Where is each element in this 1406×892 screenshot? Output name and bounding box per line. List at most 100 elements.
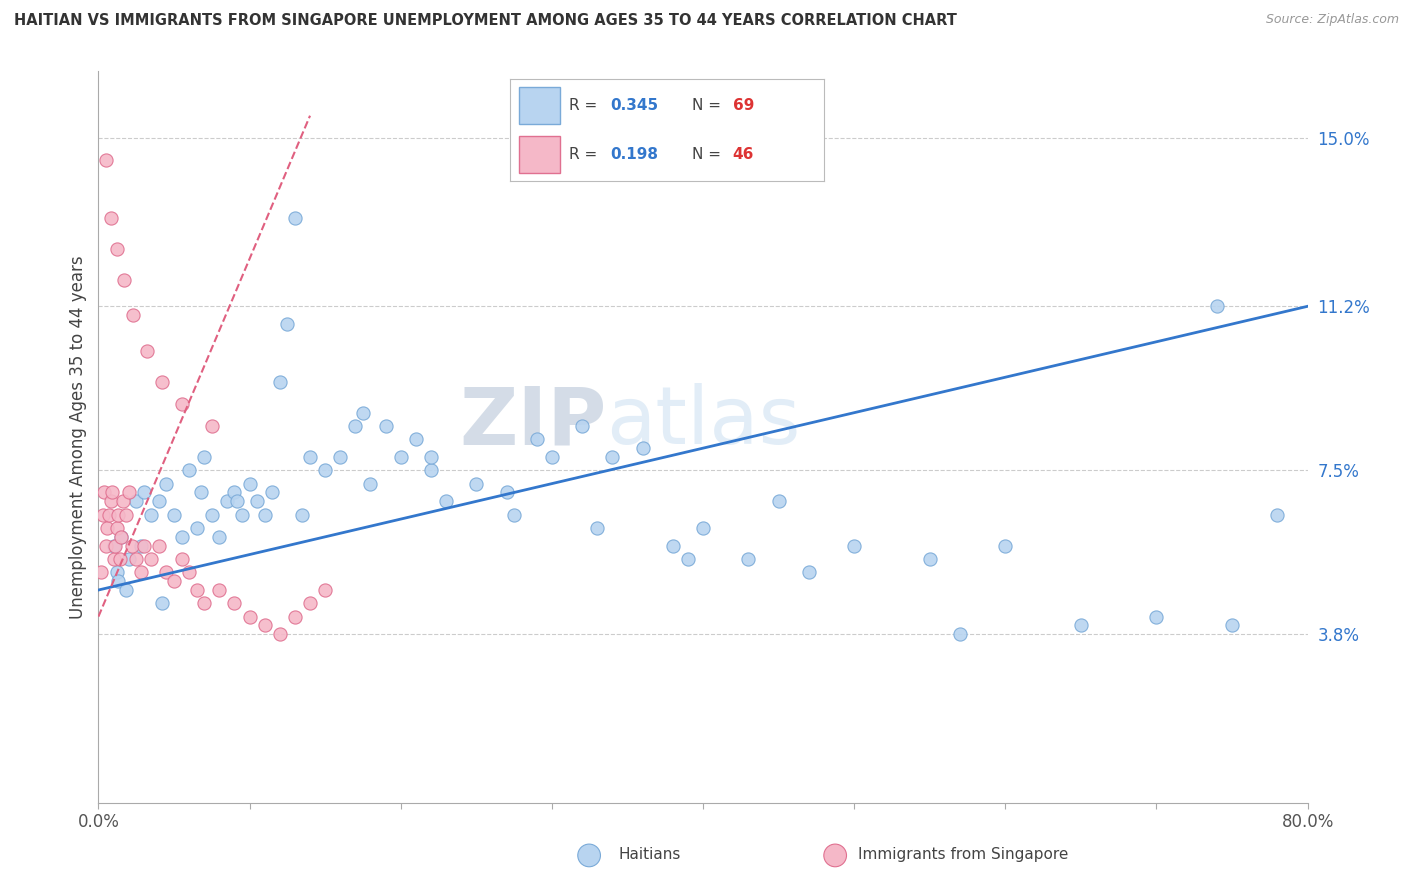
Point	[103, 539, 125, 553]
Point	[374, 419, 396, 434]
Point	[96, 521, 118, 535]
Point	[405, 432, 427, 446]
Point	[1206, 299, 1229, 313]
Point	[465, 476, 488, 491]
Point	[129, 566, 152, 580]
Point	[284, 609, 307, 624]
Point	[1267, 508, 1289, 522]
Point	[148, 539, 170, 553]
Point	[692, 521, 714, 535]
Point	[208, 582, 231, 597]
Point	[224, 596, 246, 610]
Point	[1070, 618, 1092, 632]
Point	[111, 494, 134, 508]
Point	[163, 574, 186, 589]
Point	[107, 574, 129, 589]
Point	[262, 485, 284, 500]
Point	[179, 463, 201, 477]
Point	[224, 485, 246, 500]
Point	[329, 450, 352, 464]
Point	[994, 539, 1017, 553]
Point	[586, 521, 609, 535]
Point	[94, 539, 117, 553]
Point	[314, 463, 336, 477]
Point	[918, 552, 941, 566]
Circle shape	[824, 844, 846, 867]
Point	[108, 552, 131, 566]
Point	[1220, 618, 1243, 632]
Point	[163, 508, 186, 522]
Point	[135, 343, 157, 358]
Point	[949, 627, 972, 641]
Point	[269, 375, 291, 389]
Point	[90, 566, 112, 580]
Point	[150, 596, 173, 610]
Point	[107, 508, 129, 522]
Text: Source: ZipAtlas.com: Source: ZipAtlas.com	[1265, 13, 1399, 27]
Point	[526, 432, 548, 446]
Point	[540, 450, 562, 464]
Point	[105, 566, 128, 580]
Point	[91, 508, 114, 522]
Point	[661, 539, 683, 553]
Point	[389, 450, 412, 464]
Point	[299, 450, 322, 464]
Point	[105, 242, 128, 256]
Point	[291, 508, 314, 522]
Point	[503, 508, 526, 522]
Point	[100, 494, 122, 508]
Point	[768, 494, 790, 508]
Point	[246, 494, 269, 508]
Point	[360, 476, 382, 491]
Point	[231, 508, 253, 522]
Point	[132, 539, 155, 553]
Point	[150, 375, 173, 389]
Point	[170, 552, 193, 566]
Point	[125, 494, 148, 508]
Point	[148, 494, 170, 508]
Point	[141, 552, 163, 566]
Point	[110, 530, 132, 544]
Point	[737, 552, 759, 566]
Point	[844, 539, 866, 553]
Point	[201, 508, 224, 522]
Point	[239, 609, 262, 624]
Point	[118, 552, 141, 566]
Point	[571, 419, 593, 434]
Point	[215, 494, 238, 508]
Point	[105, 521, 128, 535]
Point	[276, 317, 298, 331]
Point	[132, 485, 155, 500]
Point	[352, 406, 374, 420]
Point	[155, 476, 177, 491]
Point	[112, 273, 135, 287]
Point	[314, 582, 336, 597]
Point	[269, 627, 291, 641]
Point	[253, 508, 276, 522]
Point	[103, 552, 125, 566]
Point	[118, 485, 141, 500]
Point	[420, 463, 443, 477]
Point	[93, 485, 115, 500]
Point	[299, 596, 322, 610]
Point	[284, 211, 307, 225]
Point	[122, 308, 145, 322]
Point	[186, 521, 208, 535]
Point	[797, 566, 820, 580]
Point	[434, 494, 457, 508]
Point	[253, 618, 276, 632]
Point	[201, 419, 224, 434]
Point	[125, 552, 148, 566]
Text: Haitians: Haitians	[619, 847, 681, 862]
Text: ZIP: ZIP	[458, 384, 606, 461]
Point	[110, 530, 132, 544]
Text: atlas: atlas	[606, 384, 800, 461]
Point	[114, 508, 136, 522]
Point	[602, 450, 624, 464]
Point	[100, 211, 122, 225]
Point	[98, 508, 121, 522]
Text: Immigrants from Singapore: Immigrants from Singapore	[858, 847, 1069, 862]
Point	[170, 397, 193, 411]
Point	[104, 539, 127, 553]
Point	[141, 508, 163, 522]
